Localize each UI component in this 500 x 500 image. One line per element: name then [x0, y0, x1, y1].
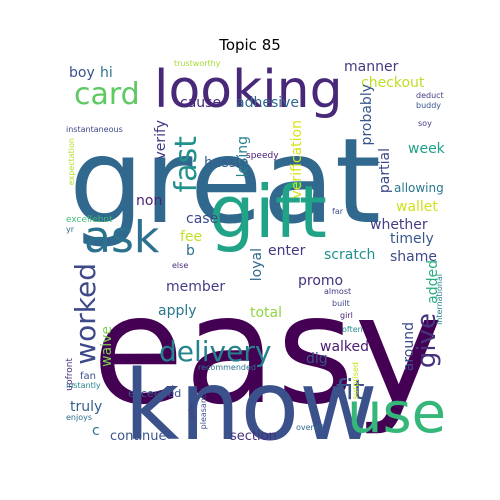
word: recommended	[198, 363, 256, 372]
word: checkout	[361, 75, 425, 91]
word: surprised	[351, 362, 360, 400]
word: c	[92, 423, 100, 439]
word: often	[342, 325, 363, 334]
chart-title: Topic 85	[219, 36, 281, 54]
word: hi	[100, 65, 113, 81]
word: promo	[298, 273, 344, 289]
word: enter	[268, 243, 306, 259]
word: week	[408, 141, 445, 157]
word: deduct	[416, 91, 444, 100]
word: card	[74, 77, 140, 112]
word: wallet	[396, 199, 438, 215]
word: gift	[209, 170, 328, 254]
word: instantaneous	[66, 125, 123, 134]
word: instantly	[66, 381, 101, 390]
word: soy	[418, 119, 432, 128]
word: allowing	[394, 181, 444, 195]
word: hassle	[204, 155, 249, 171]
word: dig	[306, 351, 328, 367]
word: walked	[320, 339, 370, 355]
word: else	[172, 261, 189, 270]
word: excellebnt	[66, 215, 113, 225]
word: section	[230, 429, 277, 444]
word: fast	[169, 136, 204, 193]
word: probably	[359, 84, 375, 146]
word: looking	[154, 60, 343, 120]
word: girl	[340, 311, 353, 320]
word: speedy	[246, 151, 279, 161]
word: enjoys	[66, 413, 93, 422]
word: ask	[84, 212, 160, 263]
word: partial	[377, 148, 393, 194]
word: sale	[187, 404, 196, 421]
word: shame	[390, 249, 437, 265]
word: continue	[110, 429, 167, 444]
word-cloud: easy great know gift looking use ask del…	[64, 58, 450, 444]
word: overall	[296, 423, 324, 432]
word: adhesive	[236, 95, 300, 111]
word: total	[250, 305, 283, 321]
word: know	[124, 350, 378, 444]
word: great	[69, 112, 381, 250]
word: easy	[92, 264, 444, 438]
word: yr	[66, 225, 75, 234]
word: timely	[390, 231, 434, 247]
word: fee	[180, 229, 203, 245]
word: waive	[99, 326, 115, 367]
word: apply	[158, 303, 197, 319]
word: around	[401, 322, 417, 372]
word: scratch	[324, 247, 376, 263]
word: non	[136, 193, 163, 209]
word: cause	[180, 95, 222, 111]
word: truly	[70, 399, 103, 415]
word: case	[186, 211, 219, 227]
word: far	[332, 207, 344, 216]
word: expectation	[67, 138, 76, 186]
word: manner	[344, 59, 399, 75]
word: pleasantly	[199, 388, 208, 430]
word: fan	[80, 371, 96, 382]
word: trustworthy	[174, 59, 221, 68]
word: loyal	[249, 248, 265, 282]
word: use	[347, 381, 447, 444]
word: fit	[336, 373, 365, 406]
word: exceeded	[128, 387, 182, 400]
word: worked	[69, 263, 102, 365]
word: whether	[370, 217, 428, 233]
word: boy	[69, 65, 95, 81]
word: international	[435, 274, 444, 325]
word: verification	[289, 120, 305, 199]
word: buddy	[416, 101, 442, 110]
word: verify	[153, 120, 169, 160]
word: almost	[324, 287, 352, 296]
word: delivery	[159, 335, 272, 368]
word: b	[186, 243, 195, 259]
word: built	[332, 299, 350, 308]
word: member	[166, 279, 226, 295]
